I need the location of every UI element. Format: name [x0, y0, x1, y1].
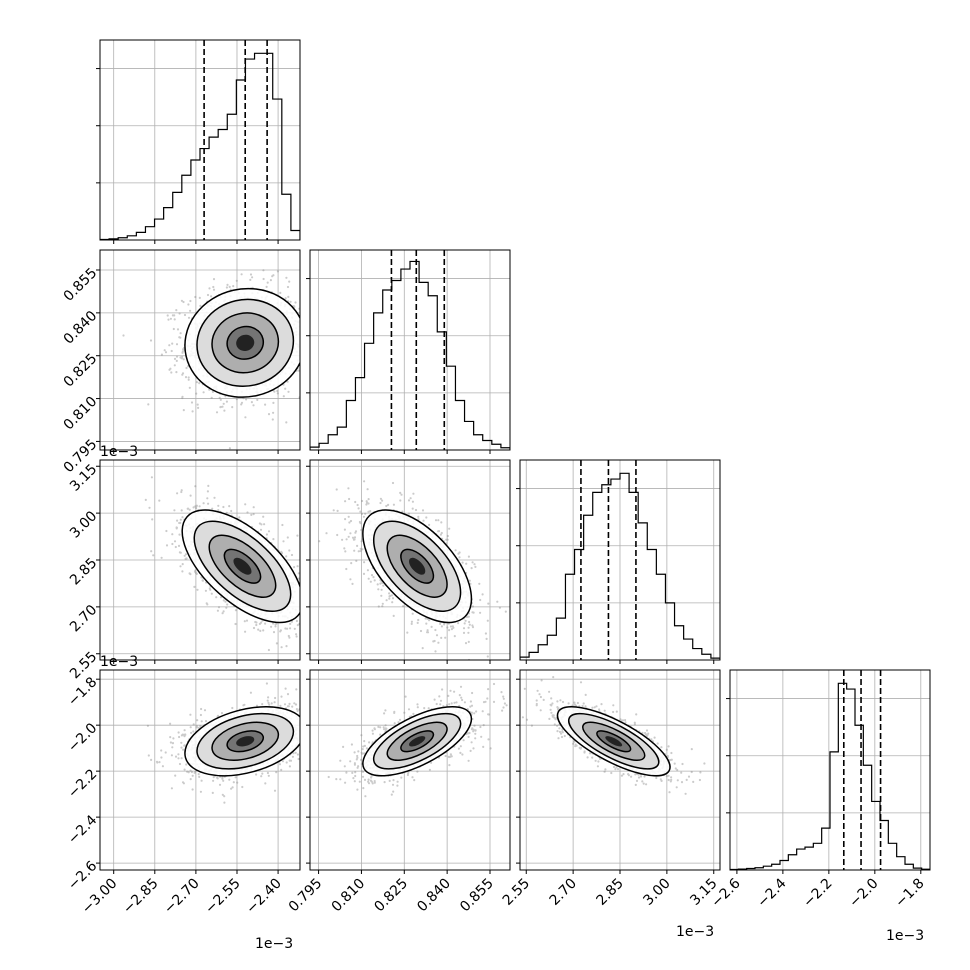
y-tick-label: −2.2: [65, 766, 100, 801]
contour-line-1: [196, 298, 295, 388]
x-tick-label: −2.4: [754, 875, 789, 910]
y-tick-label: −2.0: [65, 720, 100, 755]
contour-line-2: [386, 534, 448, 598]
y-offset-label-3: 1e−3: [100, 654, 138, 670]
panel-frame: [99, 249, 301, 451]
scatter-panel-3-2: 2.55 2.70 2.85 3.00 3.15: [500, 669, 721, 909]
contour-line-3: [223, 548, 262, 584]
x-tick-label: −2.0: [846, 876, 881, 911]
contour-line-2: [386, 721, 448, 761]
density-fill-4: [236, 736, 255, 747]
panel-frame: [99, 39, 301, 241]
x-offset-label-0: 1e−3: [255, 936, 293, 952]
contour-line-3: [596, 730, 632, 753]
y-tick-label: 2.55: [67, 649, 100, 682]
contour-line-1: [372, 712, 462, 770]
density-fill-4: [233, 557, 252, 575]
x-tick-label: 0.810: [329, 876, 369, 916]
x-offset-label-3: 1e−3: [886, 928, 924, 944]
y-tick-label: 0.825: [61, 351, 101, 391]
histogram-step: [100, 52, 300, 240]
hist-panel-3: −2.6 −2.4 −2.2 −2.0 −1.8: [708, 669, 931, 911]
x-tick-label: −2.70: [161, 876, 203, 918]
x-tick-label: 0.840: [414, 876, 454, 916]
contour-line-0: [362, 509, 473, 624]
x-tick-label: −2.55: [202, 876, 244, 918]
y-offset-label-2: 1e−3: [100, 444, 138, 460]
contour-line-1: [372, 520, 462, 613]
contour-line-0: [181, 509, 300, 624]
x-tick-label: 2.85: [593, 876, 626, 909]
contour-line-1: [568, 712, 660, 770]
y-tick-label: 0.855: [61, 265, 101, 305]
y-tick-label: 2.85: [67, 555, 100, 588]
contour-line-2: [211, 721, 280, 761]
density-fill-4: [408, 736, 426, 747]
density-fill-4: [605, 736, 623, 747]
histogram-step: [520, 472, 720, 660]
scatter-panel-2-1: [306, 459, 511, 664]
panel-frame: [309, 669, 511, 871]
x-tick-label: −2.85: [120, 876, 162, 918]
y-tick-label: 0.840: [61, 308, 101, 348]
scatter-panel-2-0: 2.552.702.853.003.15: [67, 459, 301, 682]
contour-line-3: [226, 730, 265, 753]
histogram-step: [730, 682, 930, 870]
y-tick-label: −2.6: [65, 858, 100, 893]
x-tick-label: −2.2: [800, 876, 835, 911]
contour-line-2: [208, 534, 277, 598]
hist-panel-2: [516, 459, 721, 664]
contour-line-3: [400, 730, 435, 753]
panel-frame: [309, 249, 511, 451]
panel-frame: [99, 669, 301, 871]
contour-line-0: [184, 706, 300, 777]
contour-line-2: [582, 721, 646, 761]
x-tick-label: 0.825: [371, 876, 411, 916]
x-tick-label: −1.8: [892, 876, 927, 911]
x-tick-label: 3.00: [640, 876, 673, 909]
contour-line-1: [193, 520, 292, 613]
x-tick-label: 2.70: [547, 876, 580, 909]
contour-line-0: [556, 706, 671, 777]
scatter-panel-3-0: −3.00 −2.85 −2.70 −2.55 −2.40−2.6−2.4−2.2−2.…: [65, 669, 301, 918]
contour-line-3: [400, 548, 435, 584]
density-fill-4: [409, 557, 426, 575]
contour-line-2: [211, 312, 280, 374]
y-tick-label: 2.70: [67, 602, 100, 635]
contour-line-3: [226, 325, 265, 360]
x-tick-label: 0.795: [286, 876, 326, 916]
contour-line-0: [184, 287, 300, 398]
hist-panel-0: [96, 39, 301, 244]
hist-panel-1: [306, 249, 511, 454]
x-tick-label: 0.855: [457, 876, 497, 916]
x-offset-label-2: 1e−3: [676, 924, 714, 940]
histogram-step: [310, 260, 510, 450]
x-tick-label: −2.40: [243, 876, 285, 918]
contour-line-1: [196, 712, 295, 770]
density-fill-4: [236, 334, 255, 351]
y-tick-label: 3.00: [67, 508, 100, 541]
y-tick-label: 0.810: [61, 394, 101, 434]
y-tick-label: −1.8: [65, 674, 100, 709]
y-tick-label: −2.4: [65, 812, 100, 847]
x-tick-label: 2.55: [500, 876, 533, 909]
contour-line-0: [362, 706, 473, 777]
scatter-panel-3-1: 0.795 0.810 0.825 0.840 0.855: [286, 669, 511, 916]
panel-frame: [729, 669, 931, 871]
